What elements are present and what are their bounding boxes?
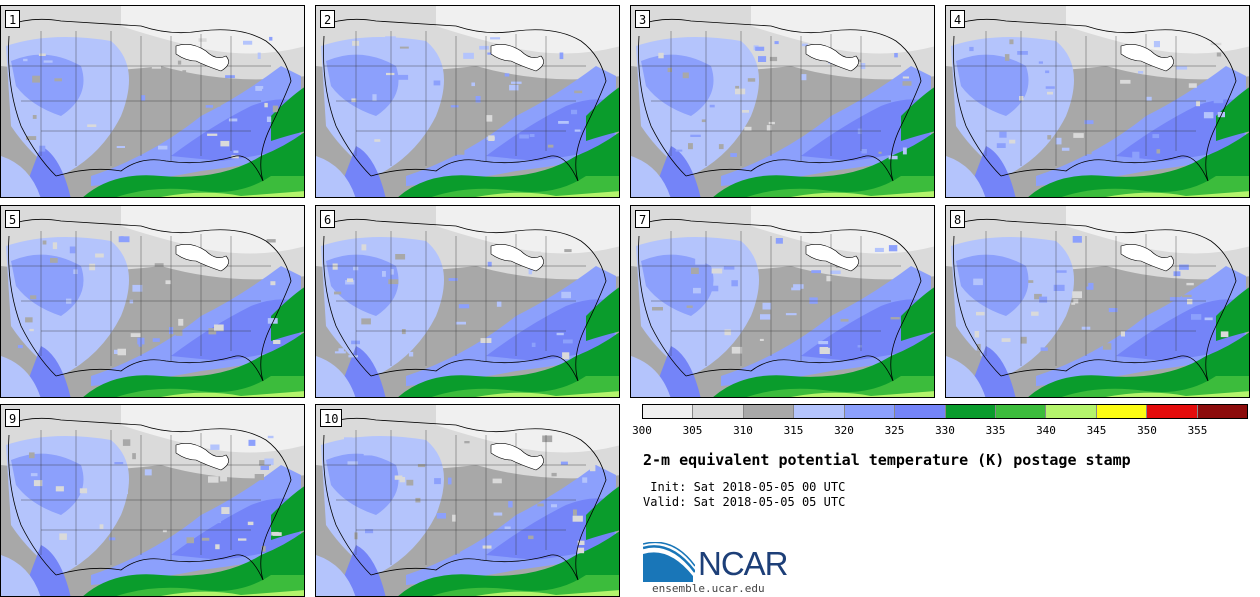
theta-e-map <box>316 405 619 596</box>
colorbar-swatch <box>844 405 896 418</box>
theta-e-map <box>316 6 619 197</box>
colorbar-tick: 315 <box>783 424 804 437</box>
colorbar-swatch <box>693 405 744 418</box>
colorbar-swatch <box>895 405 946 418</box>
theta-e-map <box>631 206 934 397</box>
theta-e-map <box>316 206 619 397</box>
theta-e-map <box>1 405 304 596</box>
ensemble-member-panel-2: 2 <box>315 5 620 198</box>
colorbar-tick: 300 <box>632 424 652 437</box>
ensemble-member-panel-5: 5 <box>0 205 305 398</box>
theta-e-map <box>1 206 304 397</box>
ensemble-member-panel-4: 4 <box>945 5 1250 198</box>
ensemble-member-panel-9: 9 <box>0 404 305 597</box>
ncar-logo-text: NCAR <box>698 545 789 582</box>
ncar-swoosh-icon <box>642 541 696 582</box>
theta-e-map <box>1 6 304 197</box>
init-time: Init: Sat 2018-05-05 00 UTC <box>643 480 846 494</box>
colorbar-tick: 335 <box>985 424 1006 437</box>
colorbar-swatch <box>794 405 845 418</box>
ncar-logo: NCAR <box>642 541 803 586</box>
colorbar-swatch <box>743 405 795 418</box>
member-number-label: 5 <box>5 210 21 228</box>
ensemble-member-panel-10: 10 <box>315 404 620 597</box>
colorbar-swatch <box>945 405 996 418</box>
ensemble-member-panel-8: 8 <box>945 205 1250 398</box>
colorbar-tick: 330 <box>935 424 955 437</box>
member-number-label: 6 <box>320 210 336 228</box>
ensemble-member-panel-1: 1 <box>0 5 305 198</box>
colorbar <box>642 404 1248 419</box>
colorbar-swatch <box>1096 405 1148 418</box>
member-number-label: 10 <box>320 409 343 427</box>
theta-e-map <box>631 6 934 197</box>
member-number-label: 1 <box>5 10 21 28</box>
site-url: ensemble.ucar.edu <box>652 582 765 595</box>
colorbar-tick: 340 <box>1036 424 1056 437</box>
colorbar-tick: 350 <box>1137 424 1157 437</box>
member-number-label: 9 <box>5 409 21 427</box>
theta-e-map <box>946 206 1249 397</box>
time-info: Init: Sat 2018-05-05 00 UTC Valid: Sat 20… <box>643 480 845 510</box>
colorbar-tick-labels: 300 305 310 315 320 325 330 335 340 345 350 355 <box>632 424 1248 438</box>
colorbar-swatch <box>1147 405 1198 418</box>
colorbar-swatch <box>1197 405 1248 418</box>
member-number-label: 8 <box>950 210 966 228</box>
ensemble-member-panel-6: 6 <box>315 205 620 398</box>
colorbar-tick: 320 <box>834 424 854 437</box>
ensemble-member-panel-3: 3 <box>630 5 935 198</box>
member-number-label: 7 <box>635 210 651 228</box>
valid-time: Valid: Sat 2018-05-05 05 UTC <box>643 495 846 509</box>
member-number-label: 2 <box>320 10 336 28</box>
colorbar-tick: 355 <box>1187 424 1208 437</box>
colorbar-tick: 345 <box>1086 424 1107 437</box>
member-number-label: 4 <box>950 10 966 28</box>
colorbar-tick: 310 <box>733 424 753 437</box>
plot-title: 2-m equivalent potential temperature (K)… <box>643 451 1131 469</box>
colorbar-swatch <box>643 405 694 418</box>
member-number-label: 3 <box>635 10 651 28</box>
ensemble-member-panel-7: 7 <box>630 205 935 398</box>
colorbar-tick: 305 <box>682 424 703 437</box>
colorbar-swatch <box>995 405 1047 418</box>
theta-e-map <box>946 6 1249 197</box>
colorbar-tick: 325 <box>884 424 905 437</box>
legend-area: 300 305 310 315 320 325 330 335 340 345 350 355 2-m… <box>630 404 1255 597</box>
colorbar-swatch <box>1046 405 1097 418</box>
